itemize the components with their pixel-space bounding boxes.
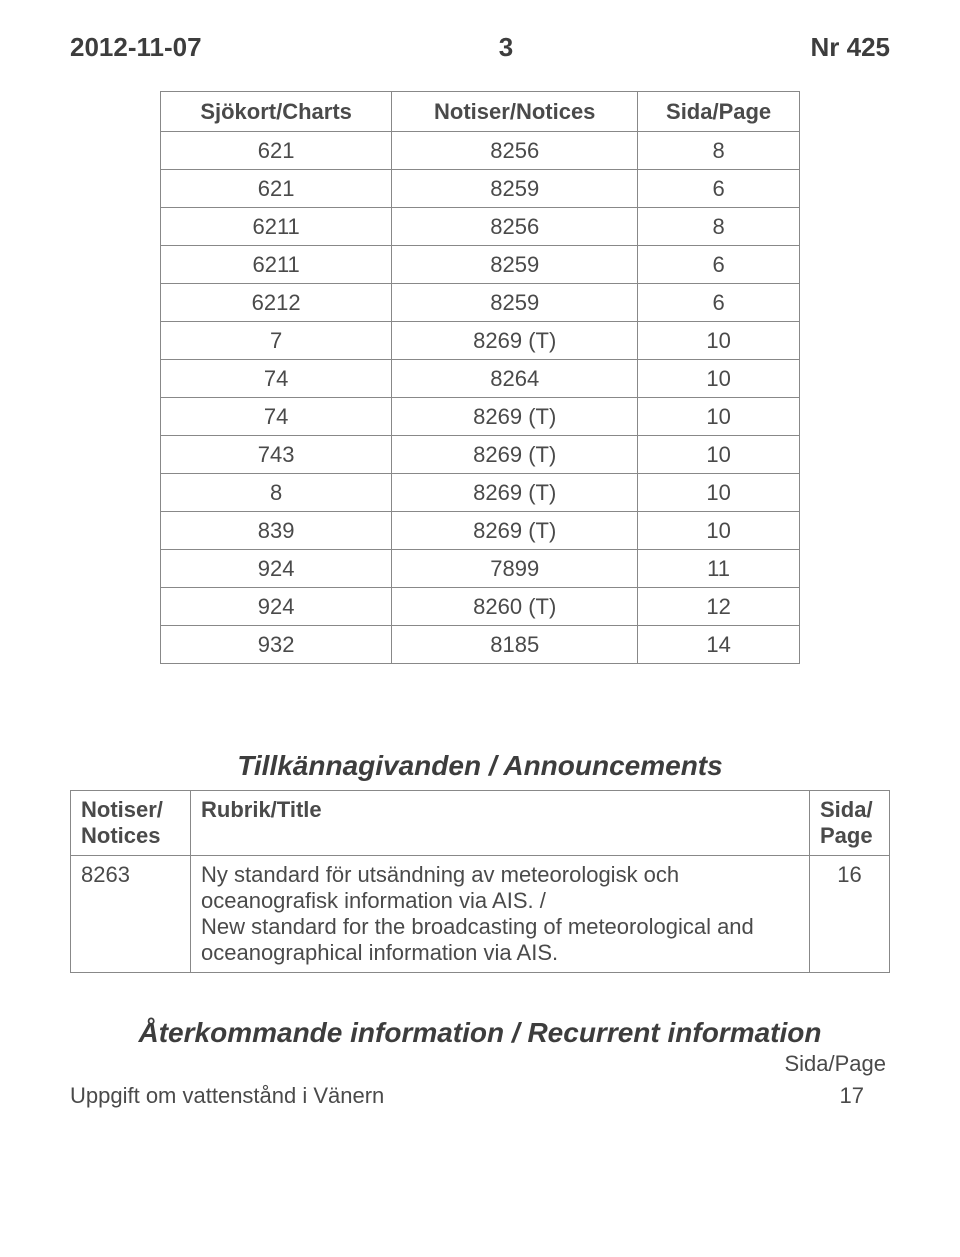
table-row: 62182596	[161, 170, 800, 208]
table-cell: 8259	[392, 170, 638, 208]
recurrent-row-page: 17	[840, 1083, 890, 1109]
table-row: 621182596	[161, 246, 800, 284]
announcement-notice: 8263	[71, 856, 191, 973]
table-cell: 12	[638, 588, 800, 626]
t2-col-page: Sida/ Page	[810, 791, 890, 856]
table-row: 8263Ny standard för utsändning av meteor…	[71, 856, 890, 973]
table-row: 88269 (T)10	[161, 474, 800, 512]
table-row: 748269 (T)10	[161, 398, 800, 436]
table-cell: 8	[638, 132, 800, 170]
recurrent-row: Uppgift om vattenstånd i Vänern 17	[70, 1083, 890, 1109]
table-cell: 10	[638, 474, 800, 512]
table-cell: 6	[638, 284, 800, 322]
header-page-num: 3	[202, 32, 811, 63]
table-cell: 10	[638, 436, 800, 474]
table-cell: 8	[638, 208, 800, 246]
table-cell: 8269 (T)	[392, 322, 638, 360]
table-cell: 8259	[392, 246, 638, 284]
table-cell: 6	[638, 170, 800, 208]
table-row: 62182568	[161, 132, 800, 170]
table-cell: 8260 (T)	[392, 588, 638, 626]
table-cell: 74	[161, 398, 392, 436]
announcements-table: Notiser/ Notices Rubrik/Title Sida/ Page…	[70, 790, 890, 973]
table-cell: 8256	[392, 132, 638, 170]
table-row: 7438269 (T)10	[161, 436, 800, 474]
table-row: 932818514	[161, 626, 800, 664]
table-row: 78269 (T)10	[161, 322, 800, 360]
table-row: 924789911	[161, 550, 800, 588]
table-cell: 7	[161, 322, 392, 360]
table-cell: 839	[161, 512, 392, 550]
table-cell: 7899	[392, 550, 638, 588]
table-cell: 8269 (T)	[392, 398, 638, 436]
table-cell: 8	[161, 474, 392, 512]
table-cell: 8269 (T)	[392, 474, 638, 512]
t1-col-charts: Sjökort/Charts	[161, 92, 392, 132]
table-cell: 932	[161, 626, 392, 664]
t2-col-title: Rubrik/Title	[191, 791, 810, 856]
recurrent-row-text: Uppgift om vattenstånd i Vänern	[70, 1083, 384, 1109]
table-cell: 14	[638, 626, 800, 664]
table-cell: 6211	[161, 246, 392, 284]
table-cell: 8269 (T)	[392, 512, 638, 550]
table-row: 8398269 (T)10	[161, 512, 800, 550]
announcement-page: 16	[810, 856, 890, 973]
table-cell: 6211	[161, 208, 392, 246]
t1-col-page: Sida/Page	[638, 92, 800, 132]
table-cell: 6212	[161, 284, 392, 322]
table-row: 621182568	[161, 208, 800, 246]
recurrent-sida-label: Sida/Page	[70, 1051, 890, 1077]
table-cell: 8259	[392, 284, 638, 322]
table-cell: 924	[161, 588, 392, 626]
announcements-title: Tillkännagivanden / Announcements	[70, 750, 890, 782]
t2-col-notices: Notiser/ Notices	[71, 791, 191, 856]
table-cell: 621	[161, 132, 392, 170]
table-cell: 924	[161, 550, 392, 588]
table-cell: 8185	[392, 626, 638, 664]
table-cell: 10	[638, 360, 800, 398]
table-cell: 11	[638, 550, 800, 588]
header-issue: Nr 425	[811, 32, 891, 63]
page-header: 2012-11-07 3 Nr 425	[70, 32, 890, 63]
table-cell: 10	[638, 398, 800, 436]
table-cell: 74	[161, 360, 392, 398]
table-cell: 8269 (T)	[392, 436, 638, 474]
table-row: 621282596	[161, 284, 800, 322]
table-cell: 743	[161, 436, 392, 474]
t1-col-notices: Notiser/Notices	[392, 92, 638, 132]
table-cell: 10	[638, 512, 800, 550]
recurrent-title: Återkommande information / Recurrent inf…	[70, 1017, 890, 1049]
table-cell: 8264	[392, 360, 638, 398]
announcement-title: Ny standard för utsändning av meteorolog…	[191, 856, 810, 973]
table-cell: 8256	[392, 208, 638, 246]
charts-notices-table: Sjökort/Charts Notiser/Notices Sida/Page…	[160, 91, 800, 664]
table-row: 74826410	[161, 360, 800, 398]
table-row: 9248260 (T)12	[161, 588, 800, 626]
table-cell: 10	[638, 322, 800, 360]
table-cell: 6	[638, 246, 800, 284]
header-date: 2012-11-07	[70, 32, 202, 63]
table-cell: 621	[161, 170, 392, 208]
